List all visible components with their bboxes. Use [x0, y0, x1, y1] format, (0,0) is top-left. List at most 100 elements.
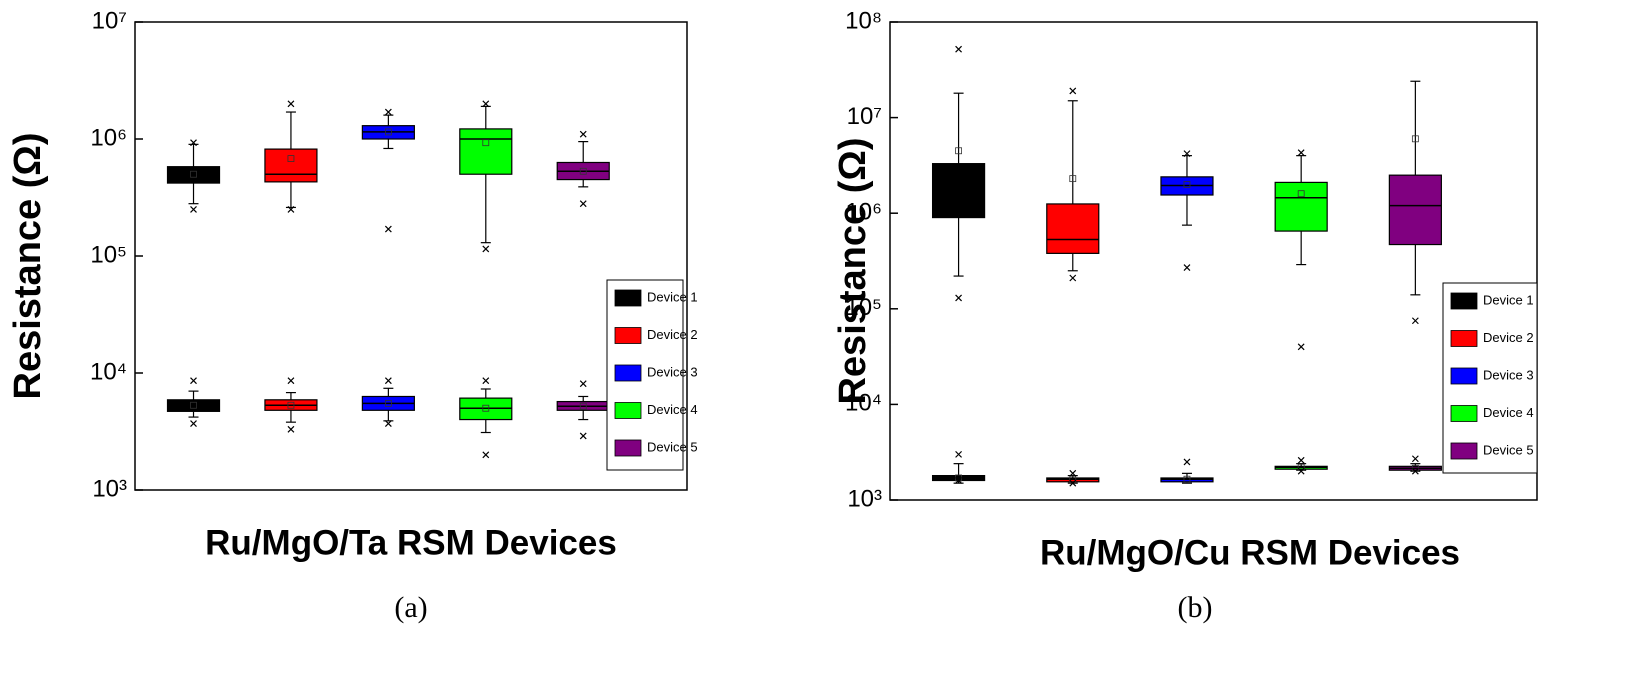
- outlier: [955, 45, 963, 53]
- outlier: [579, 380, 587, 388]
- y-tick-label: 10⁵: [845, 294, 882, 321]
- legend-swatch: [614, 289, 642, 307]
- legend-swatch: [1450, 292, 1478, 310]
- legend-label: Device 4: [647, 402, 698, 417]
- outlier: [287, 206, 295, 213]
- y-tick-label: 10⁵: [90, 241, 127, 268]
- outlier: [1411, 317, 1419, 325]
- outlier: [482, 451, 490, 459]
- outlier: [579, 432, 587, 440]
- y-tick-label: 10³: [92, 475, 127, 502]
- plot-frame: [134, 21, 688, 491]
- y-tick-label: 10⁷: [92, 7, 127, 34]
- caption: (b): [1178, 591, 1213, 624]
- legend-label: Device 1: [647, 289, 698, 304]
- outlier: [384, 420, 392, 427]
- box: [264, 148, 318, 183]
- outlier: [190, 206, 197, 213]
- x-axis-label: Ru/MgO/Cu RSM Devices: [1040, 533, 1460, 572]
- box: [1388, 174, 1442, 246]
- box: [459, 128, 513, 175]
- y-axis-label: Resistance (Ω): [832, 137, 874, 404]
- outlier: [384, 108, 392, 116]
- y-tick-label: 10⁶: [90, 124, 127, 151]
- outlier: [1069, 469, 1077, 477]
- outlier: [955, 450, 963, 458]
- outlier: [579, 130, 587, 138]
- y-tick-label: 10⁷: [847, 103, 882, 130]
- mean-marker: [482, 404, 490, 412]
- box: [1274, 181, 1328, 232]
- caption: (a): [394, 591, 427, 624]
- outlier: [1183, 150, 1191, 158]
- mean-marker: [955, 147, 962, 155]
- outlier: [482, 245, 490, 253]
- box: [1046, 203, 1100, 254]
- outlier: [287, 377, 295, 385]
- plot-frame: [889, 21, 1538, 501]
- legend-label: Device 2: [647, 327, 698, 342]
- legend-swatch: [614, 439, 642, 457]
- outlier: [1297, 149, 1305, 157]
- outlier: [1297, 467, 1305, 475]
- y-tick-label: 10³: [847, 485, 882, 512]
- mean-marker: [579, 402, 587, 410]
- outlier: [1069, 87, 1077, 95]
- mean-marker: [384, 399, 392, 407]
- y-tick-label: 10⁴: [90, 358, 127, 385]
- legend-swatch: [1450, 330, 1478, 347]
- mean-marker: [1297, 190, 1305, 198]
- outlier: [287, 425, 295, 433]
- mean-marker: [1069, 175, 1077, 183]
- mean-marker: [1183, 475, 1191, 483]
- box: [931, 163, 986, 219]
- legend-label: Device 3: [647, 364, 698, 379]
- outlier: [1183, 264, 1191, 271]
- outlier: [955, 294, 963, 302]
- legend-swatch: [1450, 405, 1478, 422]
- legend-label: Device 3: [1483, 367, 1534, 382]
- mean-marker: [1069, 475, 1077, 483]
- x-axis-label: Ru/MgO/Ta RSM Devices: [205, 523, 617, 562]
- legend-label: Device 5: [647, 439, 698, 454]
- outlier: [1183, 458, 1191, 466]
- legend-label: Device 1: [1483, 292, 1534, 307]
- outlier: [1069, 479, 1077, 487]
- y-tick-label: 10⁴: [845, 390, 882, 417]
- outlier: [384, 377, 392, 385]
- mean-marker: [190, 401, 197, 409]
- mean-marker: [190, 170, 197, 178]
- mean-marker: [384, 128, 392, 136]
- outlier: [1069, 274, 1077, 282]
- legend-label: Device 2: [1483, 330, 1534, 345]
- legend-swatch: [614, 327, 642, 344]
- mean-marker: [287, 155, 295, 162]
- outlier: [1411, 467, 1419, 475]
- y-tick-label: 10⁸: [845, 7, 882, 34]
- outlier: [1297, 456, 1305, 464]
- mean-marker: [579, 167, 587, 175]
- legend-label: Device 5: [1483, 442, 1534, 457]
- y-tick-label: 10⁶: [845, 199, 882, 226]
- outlier: [384, 225, 392, 233]
- outlier: [955, 477, 963, 484]
- outlier: [190, 139, 197, 147]
- outlier: [1297, 343, 1305, 351]
- mean-marker: [1183, 181, 1191, 188]
- legend-swatch: [614, 364, 642, 382]
- mean-marker: [1297, 463, 1305, 471]
- mean-marker: [482, 139, 490, 147]
- outlier: [190, 420, 197, 427]
- y-axis-label: Resistance (Ω): [7, 132, 49, 399]
- legend-swatch: [614, 402, 642, 419]
- outlier: [482, 100, 490, 108]
- legend-swatch: [1450, 367, 1478, 385]
- mean-marker: [1411, 135, 1419, 143]
- legend-label: Device 4: [1483, 405, 1534, 420]
- outlier: [190, 377, 197, 385]
- outlier: [1411, 455, 1419, 463]
- mean-marker: [287, 401, 295, 409]
- legend-swatch: [1450, 442, 1478, 460]
- outlier: [482, 377, 490, 385]
